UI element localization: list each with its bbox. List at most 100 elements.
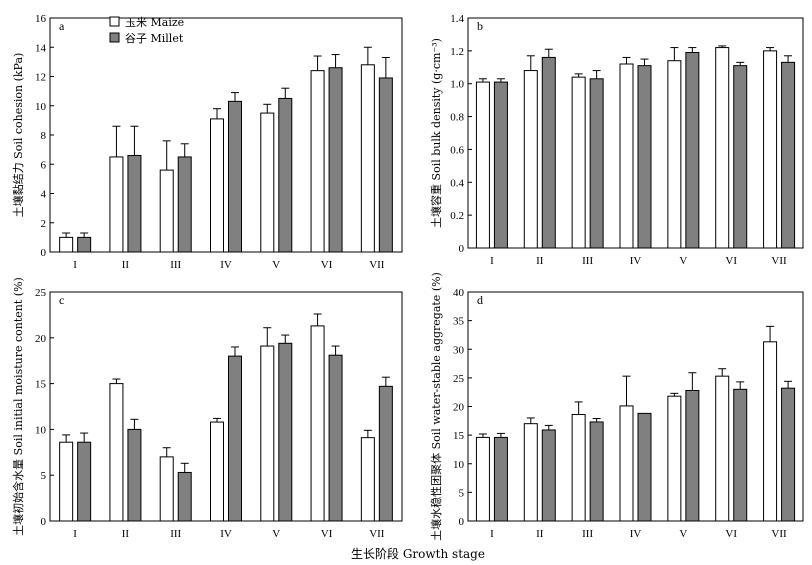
bar-maize: [475, 436, 490, 522]
plot-frame: [49, 291, 403, 522]
bar-millet: [378, 385, 393, 522]
bar-millet: [781, 61, 796, 249]
bar-maize: [571, 76, 586, 249]
x-tick-label: II: [122, 259, 130, 271]
bar-maize: [210, 118, 224, 253]
y-tick-label: 1.2: [450, 46, 464, 58]
y-tick-label: 2: [41, 218, 47, 230]
bar-millet: [328, 67, 343, 253]
y-tick-label: 0: [459, 516, 465, 528]
y-tick-label: 0: [459, 243, 465, 255]
panel-letter: a: [59, 19, 65, 33]
bar-millet: [127, 428, 142, 522]
bar-maize: [59, 441, 74, 522]
legend-label-maize: 玉米 Maize: [125, 16, 184, 29]
bar-millet: [493, 436, 508, 522]
bar-millet: [493, 81, 508, 249]
x-tick-label: VI: [321, 259, 333, 271]
x-tick-label: V: [679, 528, 687, 540]
bar-millet: [278, 97, 293, 253]
legend: 玉米 Maize 谷子 Millet: [109, 16, 184, 45]
bar-maize: [159, 169, 174, 253]
bar-maize: [210, 421, 224, 522]
bar-millet: [77, 236, 92, 253]
bar-maize: [763, 50, 778, 249]
y-tick-label: 10: [35, 101, 47, 113]
bar-millet: [278, 342, 293, 522]
bar-millet: [77, 441, 92, 522]
x-tick-label: II: [536, 255, 544, 267]
panel-letter: c: [59, 293, 64, 307]
y-tick-label: 8: [41, 130, 47, 142]
bar-millet: [781, 387, 796, 522]
bar-millet: [328, 354, 343, 522]
bar-maize: [667, 60, 682, 249]
x-axis-title: 生长阶段 Growth stage: [351, 546, 485, 561]
bar-millet: [637, 65, 652, 249]
bar-maize: [763, 341, 778, 522]
panel-letter: d: [477, 293, 483, 307]
bar-maize: [260, 345, 275, 522]
bar-maize: [619, 405, 634, 522]
bar-millet: [589, 78, 604, 249]
y-tick-label: 1.4: [450, 13, 464, 25]
x-tick-label: VII: [369, 259, 385, 271]
y-tick-label: 16: [35, 13, 47, 25]
bar-maize: [310, 325, 325, 522]
y-tick-label: 35: [453, 316, 465, 328]
x-tick-label: VII: [771, 255, 787, 267]
y-tick-label: 20: [35, 333, 47, 345]
bar-maize: [667, 395, 682, 522]
bar-millet: [733, 65, 748, 249]
plot-frame: [467, 291, 804, 522]
bar-maize: [619, 63, 634, 249]
x-tick-label: II: [122, 528, 130, 540]
legend-label-millet: 谷子 Millet: [125, 32, 184, 45]
bar-maize: [475, 81, 490, 249]
bar-millet: [228, 355, 242, 522]
bar-maize: [571, 414, 586, 522]
y-tick-label: 10: [453, 459, 465, 471]
bar-maize: [523, 70, 538, 249]
bar-maize: [715, 375, 730, 522]
x-tick-label: VII: [369, 528, 385, 540]
panel-a: 0 2 4 6 8 10 12 14 16 a 土壤黏结力 Soil cohesion (kPa) I…: [11, 13, 403, 271]
bar-millet: [228, 100, 242, 253]
y-tick-label: 0.4: [450, 177, 464, 189]
y-tick-label: 40: [453, 287, 465, 299]
y-tick-label: 25: [453, 373, 465, 385]
y-tick-label: 4: [41, 189, 47, 201]
bar-millet: [541, 56, 556, 249]
y-axis-title: 土壤黏结力 Soil cohesion (kPa): [11, 53, 25, 218]
bar-millet: [733, 388, 748, 522]
y-tick-label: 5: [41, 470, 47, 482]
y-tick-label: 1.0: [450, 79, 464, 91]
legend-swatch-millet: [109, 32, 120, 43]
bar-maize: [715, 47, 730, 249]
y-tick-label: 0.6: [450, 144, 464, 156]
x-tick-label: V: [272, 528, 280, 540]
panel-c: 0 5 10 15 20 25 c 土壤初始含水量 Soil initial moisture…: [11, 277, 403, 540]
bar-maize: [159, 456, 174, 522]
y-tick-label: 20: [453, 402, 465, 414]
y-tick-label: 15: [453, 430, 465, 442]
bar-maize: [523, 423, 538, 522]
bar-millet: [589, 421, 604, 522]
x-tick-label: VI: [725, 528, 737, 540]
bar-millet: [378, 77, 393, 253]
panel-letter: b: [477, 19, 483, 33]
bar-maize: [59, 236, 74, 253]
x-tick-label: IV: [630, 255, 642, 267]
panels: 0 2 4 6 8 10 12 14 16 a 土壤黏结力 Soil cohesion (kPa) I…: [11, 13, 804, 541]
x-tick-label: V: [272, 259, 280, 271]
bar-maize: [109, 383, 124, 522]
plot-frame: [467, 17, 804, 249]
x-tick-label: II: [536, 528, 544, 540]
x-tick-label: VI: [321, 528, 333, 540]
y-tick-label: 14: [35, 42, 47, 54]
bar-millet: [127, 154, 142, 253]
bar-millet: [541, 429, 556, 522]
x-tick-label: V: [679, 255, 687, 267]
x-tick-label: IV: [220, 528, 232, 540]
